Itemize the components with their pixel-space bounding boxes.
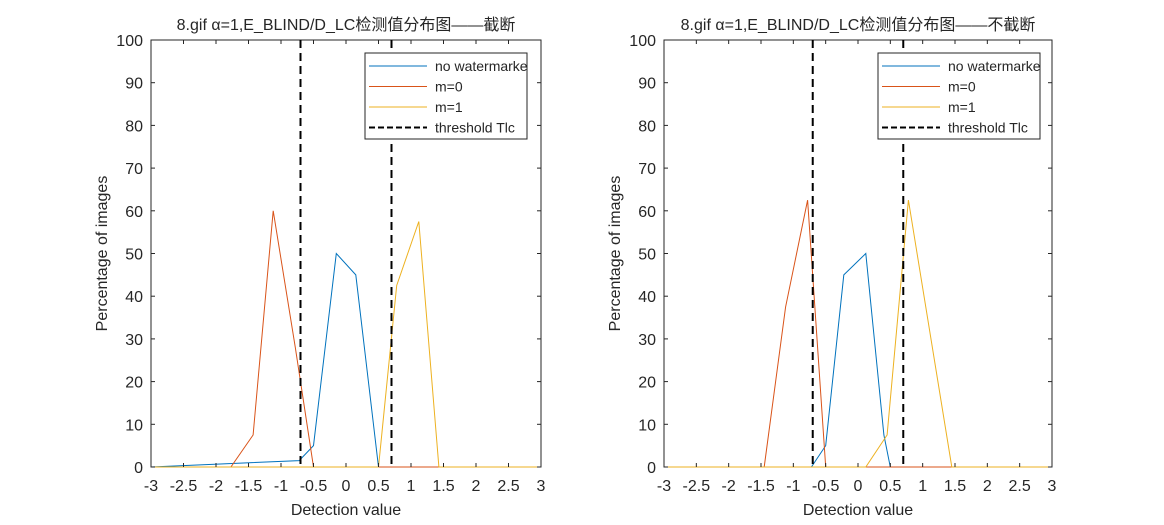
y-tick-label: 50 — [125, 247, 143, 264]
x-tick-label: 0.5 — [879, 478, 901, 495]
left-chart-panel: -3 -2.5 -2 -1.5 -1 -0.5 0 0.5 1 1.5 2 2.5 3010203040… — [94, 16, 546, 519]
legend-box — [877, 52, 1041, 140]
y-tick-label: 60 — [638, 204, 656, 221]
x-axis-label: Detection value — [803, 502, 913, 519]
y-tick-label: 80 — [638, 118, 656, 135]
y-tick-label: 100 — [116, 33, 143, 50]
y-tick-label: 60 — [125, 204, 143, 221]
x-tick-label: 3 — [537, 478, 546, 495]
x-tick-label: -1.5 — [747, 478, 775, 495]
x-tick-label: 2.5 — [497, 478, 519, 495]
y-tick-label: 20 — [638, 375, 656, 392]
chart-title: 8.gif α=1,E_BLIND/D_LC检测值分布图——截断 — [177, 16, 516, 34]
x-axis-label: Detection value — [291, 502, 401, 519]
x-tick-label: -1 — [274, 478, 288, 495]
y-tick-label: 80 — [125, 118, 143, 135]
x-tick-label: 1.5 — [432, 478, 454, 495]
y-axis-label: Percentage of images — [607, 176, 624, 332]
x-tick-label: 1.5 — [944, 478, 966, 495]
x-tick-label: 2.5 — [1009, 478, 1031, 495]
legend-label: m=0 — [948, 79, 976, 95]
y-tick-label: 40 — [125, 289, 143, 306]
x-tick-label: 2 — [472, 478, 481, 495]
legend-label: m=1 — [948, 99, 976, 115]
x-tick-label: -0.5 — [812, 478, 840, 495]
y-tick-label: 40 — [638, 289, 656, 306]
x-tick-label: -3 — [657, 478, 671, 495]
series-line-m1 — [151, 221, 541, 468]
series-line-no-watermark — [664, 252, 1052, 468]
y-tick-label: 30 — [125, 332, 143, 349]
x-tick-label: 1 — [918, 478, 927, 495]
x-tick-label: 3 — [1048, 478, 1057, 495]
x-tick-label: 2 — [983, 478, 992, 495]
series-line-m1 — [664, 200, 1052, 468]
x-tick-label: -2 — [209, 478, 223, 495]
y-tick-label: 10 — [638, 417, 656, 434]
y-tick-label: 30 — [638, 332, 656, 349]
x-tick-label: -1.5 — [235, 478, 263, 495]
y-tick-label: 70 — [638, 161, 656, 178]
y-tick-label: 70 — [125, 161, 143, 178]
x-tick-label: 0.5 — [367, 478, 389, 495]
legend-label: no watermarke — [948, 58, 1041, 74]
x-tick-label: -3 — [144, 478, 158, 495]
y-tick-label: 0 — [647, 460, 656, 477]
x-tick-label: 0 — [854, 478, 863, 495]
x-tick-label: -0.5 — [300, 478, 328, 495]
y-tick-label: 0 — [134, 460, 143, 477]
x-tick-label: 1 — [407, 478, 416, 495]
y-tick-label: 100 — [629, 33, 656, 50]
legend-label: m=1 — [435, 99, 463, 115]
y-axis-label: Percentage of images — [94, 176, 111, 332]
y-tick-label: 90 — [125, 76, 143, 93]
y-tick-label: 50 — [638, 247, 656, 264]
x-tick-label: 0 — [342, 478, 351, 495]
legend-box — [364, 52, 528, 140]
y-tick-label: 20 — [125, 375, 143, 392]
legend: no watermarke m=0 m=1 threshold Tlc — [364, 52, 528, 140]
y-tick-label: 10 — [125, 417, 143, 434]
x-tick-label: -2.5 — [170, 478, 198, 495]
chart-title: 8.gif α=1,E_BLIND/D_LC检测值分布图——不截断 — [681, 16, 1036, 34]
x-tick-label: -2 — [722, 478, 736, 495]
legend-label: threshold Tlc — [435, 120, 515, 136]
legend-label: m=0 — [435, 79, 463, 95]
legend-label: threshold Tlc — [948, 120, 1028, 136]
legend-label: no watermarke — [435, 58, 528, 74]
y-tick-label: 90 — [638, 76, 656, 93]
legend: no watermarke m=0 m=1 threshold Tlc — [877, 52, 1041, 140]
x-tick-label: -1 — [786, 478, 800, 495]
right-chart-panel: -3 -2.5 -2 -1.5 -1 -0.5 0 0.5 1 1.5 2 2.5 3010203040… — [607, 16, 1057, 519]
x-tick-label: -2.5 — [683, 478, 711, 495]
